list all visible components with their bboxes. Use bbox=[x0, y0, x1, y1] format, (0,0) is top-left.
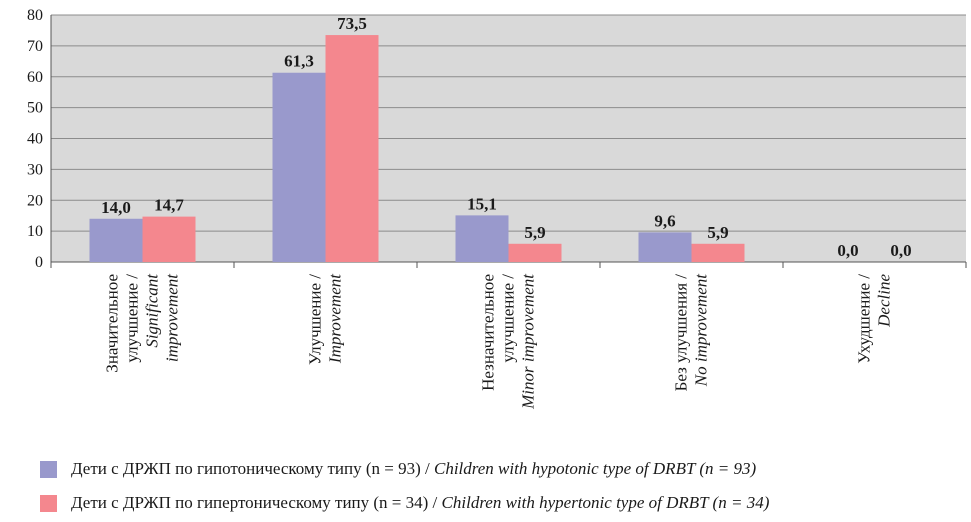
data-label: 5,9 bbox=[524, 223, 545, 242]
y-tick-label: 50 bbox=[27, 100, 43, 117]
x-category-label-line: Улучшение / bbox=[306, 274, 325, 365]
legend-label-hypotonic: Дети с ДРЖП по гипотоническому типу (n =… bbox=[71, 459, 756, 479]
bar bbox=[691, 243, 745, 262]
x-category-label-line: Незначительное bbox=[479, 274, 498, 391]
x-category-label-line: Improvement bbox=[326, 273, 345, 364]
y-tick-label: 60 bbox=[27, 69, 43, 86]
data-label: 14,7 bbox=[154, 196, 184, 215]
legend-label-hypertonic-en: Children with hypertonic type of DRBT (n… bbox=[441, 493, 770, 512]
bar bbox=[325, 35, 379, 262]
legend-label-hypertonic-ru: Дети с ДРЖП по гипертоническому типу (n … bbox=[71, 493, 442, 512]
data-label: 14,0 bbox=[101, 198, 131, 217]
legend-label-hypotonic-en: Children with hypotonic type of DRBT (n … bbox=[433, 459, 757, 478]
data-label: 73,5 bbox=[337, 14, 367, 33]
y-tick-label: 10 bbox=[27, 223, 43, 240]
x-category-label-line: Ухудшение / bbox=[855, 274, 874, 364]
bar bbox=[455, 215, 509, 262]
y-tick-label: 0 bbox=[35, 254, 43, 271]
x-category-label-line: Significant bbox=[143, 273, 162, 348]
legend-item-hypotonic: Дети с ДРЖП по гипотоническому типу (n =… bbox=[40, 452, 960, 486]
legend-swatch-hypertonic bbox=[40, 494, 57, 512]
x-category-label-line: улучшение / bbox=[499, 274, 518, 363]
y-tick-label: 80 bbox=[27, 7, 43, 24]
bar bbox=[272, 72, 326, 262]
y-tick-label: 40 bbox=[27, 131, 43, 148]
x-category-label: Значительноеулучшение /Significantimprov… bbox=[103, 273, 182, 373]
x-category-label: Без улучшения /No improvement bbox=[672, 273, 711, 392]
data-label: 9,6 bbox=[654, 211, 675, 230]
bar bbox=[508, 243, 562, 262]
data-label: 0,0 bbox=[837, 241, 858, 260]
y-tick-label: 20 bbox=[27, 192, 43, 209]
data-label: 61,3 bbox=[284, 52, 314, 71]
data-label: 0,0 bbox=[890, 241, 911, 260]
x-category-label: Незначительноеулучшение /Minor improveme… bbox=[479, 273, 538, 410]
bar bbox=[638, 232, 692, 262]
x-category-label-line: Minor improvement bbox=[519, 273, 538, 410]
bar bbox=[142, 216, 196, 262]
x-category-label-line: Decline bbox=[875, 274, 894, 328]
y-tick-label: 70 bbox=[27, 38, 43, 55]
data-label: 15,1 bbox=[467, 194, 497, 213]
x-category-label: Ухудшение /Decline bbox=[855, 274, 894, 364]
legend-label-hypertonic: Дети с ДРЖП по гипертоническому типу (n … bbox=[71, 493, 769, 513]
y-tick-label: 30 bbox=[27, 161, 43, 178]
data-label: 5,9 bbox=[707, 223, 728, 242]
x-category-label-line: Без улучшения / bbox=[672, 274, 691, 392]
chart-legend: Дети с ДРЖП по гипотоническому типу (n =… bbox=[40, 452, 960, 520]
x-category-label-line: No improvement bbox=[692, 273, 711, 387]
legend-label-hypotonic-ru: Дети с ДРЖП по гипотоническому типу (n =… bbox=[71, 459, 434, 478]
x-category-label-line: improvement bbox=[163, 273, 182, 362]
x-category-label: Улучшение /Improvement bbox=[306, 273, 345, 365]
bar bbox=[89, 218, 143, 262]
x-category-label-line: улучшение / bbox=[123, 274, 142, 363]
legend-swatch-hypotonic bbox=[40, 460, 57, 478]
x-category-label-line: Значительное bbox=[103, 274, 122, 373]
legend-item-hypertonic: Дети с ДРЖП по гипертоническому типу (n … bbox=[40, 486, 960, 520]
